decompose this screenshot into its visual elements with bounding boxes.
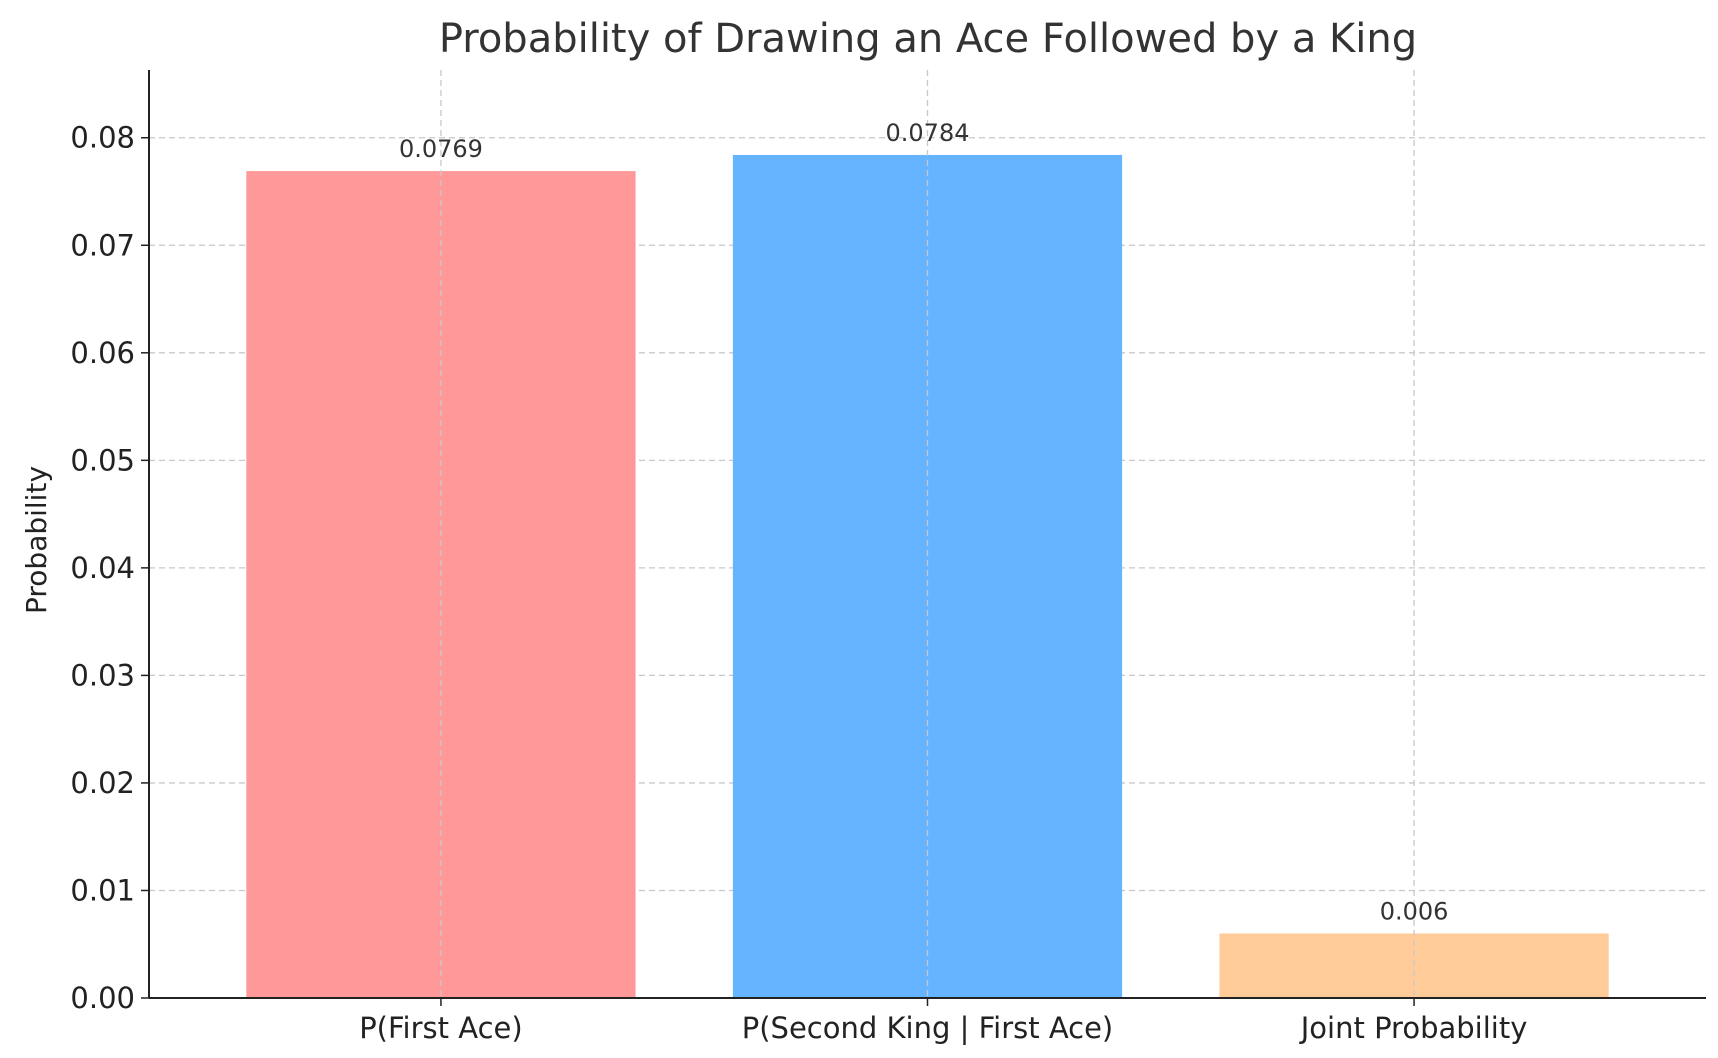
- y-tick-label: 0.08: [70, 121, 135, 155]
- bar-value-labels: 0.0769 0.0784 0.006: [399, 119, 1448, 926]
- x-tick-label: P(First Ace): [359, 1011, 522, 1045]
- y-tick-label: 0.03: [70, 658, 135, 692]
- x-tick-label: P(Second King | First Ace): [742, 1011, 1114, 1045]
- bar-value-label: 0.006: [1380, 897, 1449, 925]
- y-tick-label: 0.05: [70, 443, 135, 477]
- y-axis-label: Probability: [20, 466, 53, 614]
- y-ticks: 0.00 0.01 0.02 0.03 0.04 0.05 0.06 0.07 0.08: [70, 121, 149, 1015]
- chart-title: Probability of Drawing an Ace Followed b…: [439, 16, 1417, 62]
- y-tick-label: 0.02: [70, 766, 135, 800]
- bar-value-label: 0.0769: [399, 135, 483, 163]
- vertical-grid-lines: [440, 70, 1415, 998]
- y-tick-label: 0.07: [70, 228, 135, 262]
- x-tick-label: Joint Probability: [1299, 1011, 1528, 1045]
- x-ticks: P(First Ace) P(Second King | First Ace) Jo…: [359, 998, 1527, 1045]
- bar-value-label: 0.0784: [886, 119, 970, 147]
- y-tick-label: 0.01: [70, 873, 135, 907]
- y-tick-label: 0.04: [70, 551, 135, 585]
- y-tick-label: 0.06: [70, 336, 135, 370]
- y-tick-label: 0.00: [70, 981, 135, 1015]
